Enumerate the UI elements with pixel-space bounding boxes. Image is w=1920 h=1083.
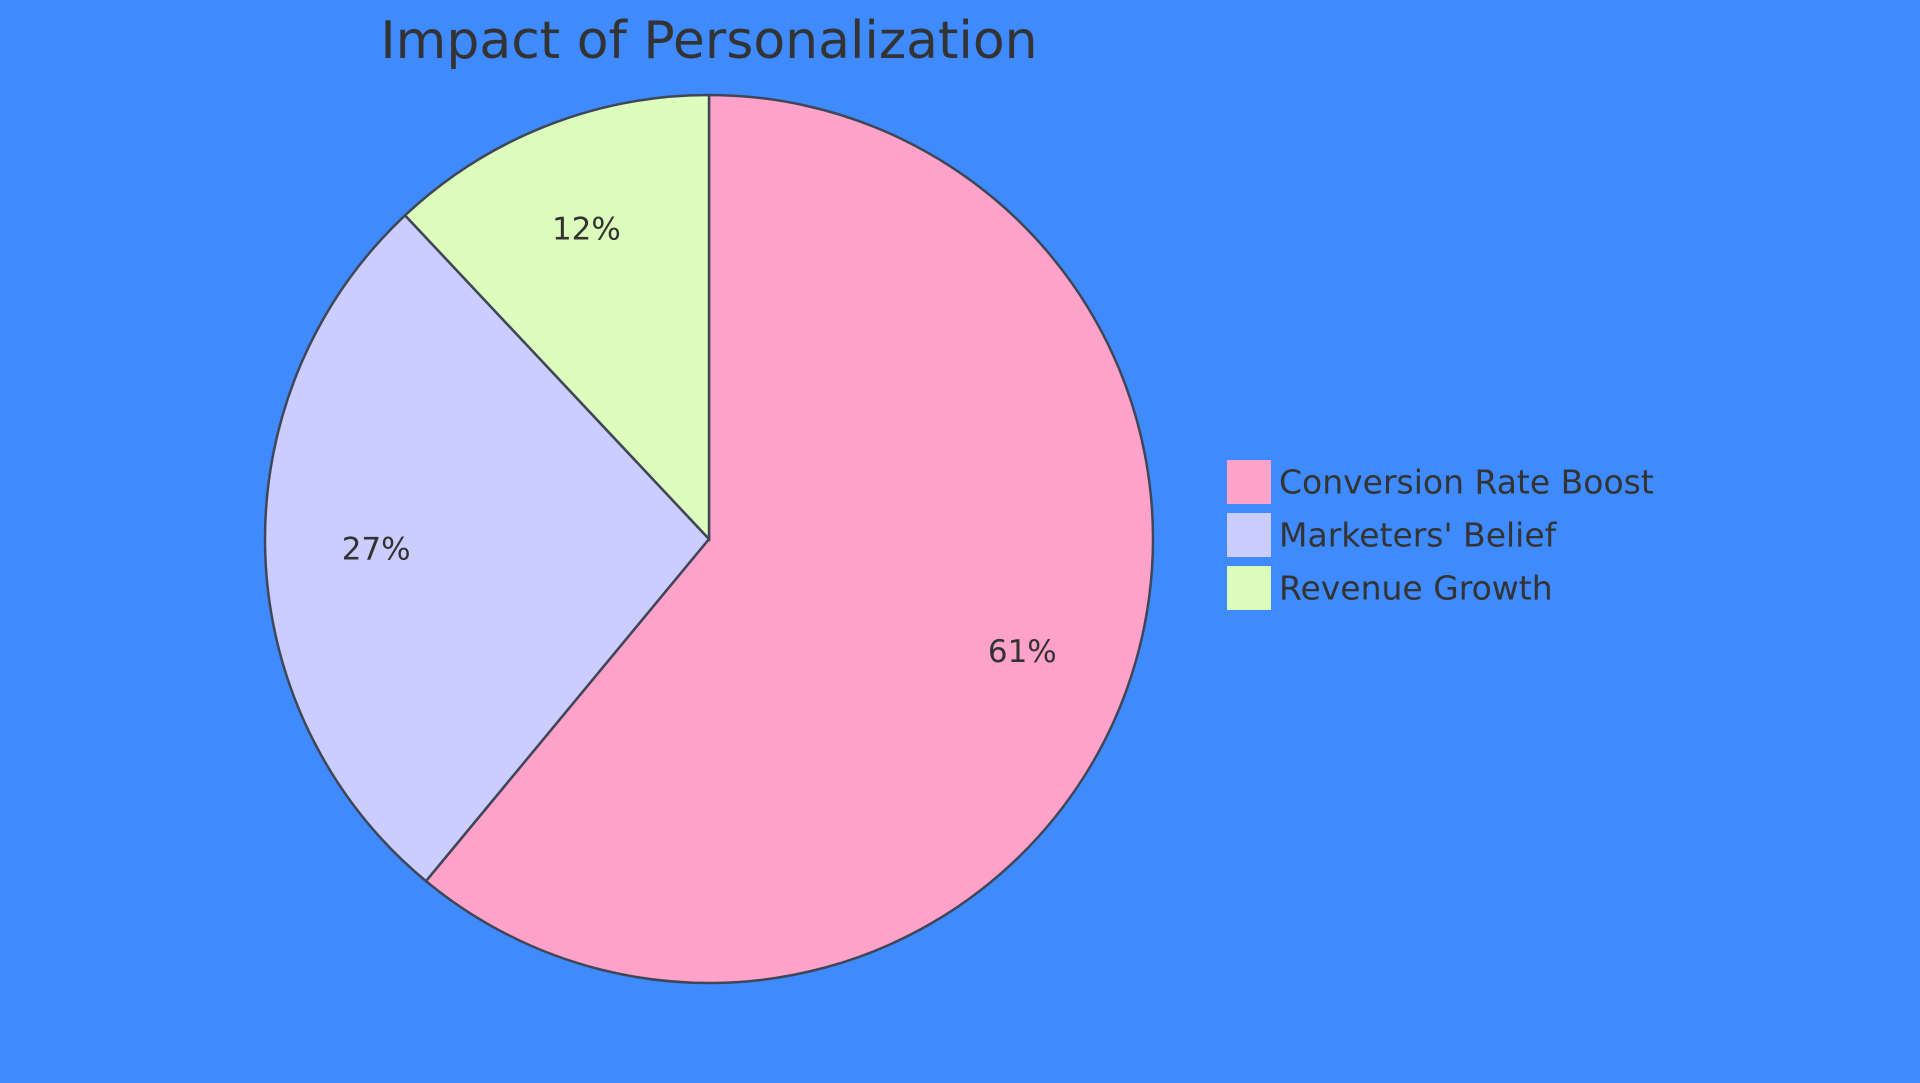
legend-label: Revenue Growth <box>1279 569 1553 608</box>
pie-slices <box>263 93 1155 985</box>
legend-swatch <box>1227 460 1271 504</box>
pie-slice-marketers-belief <box>263 213 711 883</box>
legend-label: Conversion Rate Boost <box>1279 463 1654 502</box>
legend: Conversion Rate Boost Marketers' Belief Re… <box>1227 460 1654 610</box>
legend-swatch <box>1227 513 1271 557</box>
slice-label-marketers-belief: 27% <box>342 531 411 567</box>
legend-item-conversion-rate-boost: Conversion Rate Boost <box>1227 460 1654 504</box>
slice-label-conversion-rate-boost: 61% <box>988 634 1057 670</box>
legend-item-revenue-growth: Revenue Growth <box>1227 566 1553 610</box>
pie-slice-revenue-growth <box>403 93 711 543</box>
slice-label-revenue-growth: 12% <box>552 211 621 247</box>
chart-title: Impact of Personalization <box>380 11 1037 71</box>
legend-item-marketers-belief: Marketers' Belief <box>1227 513 1558 557</box>
pie-slice-labels: 61% 27% 12% <box>342 211 1057 669</box>
pie-slice-conversion-rate-boost <box>424 93 1155 985</box>
legend-label: Marketers' Belief <box>1279 516 1558 555</box>
legend-swatch <box>1227 566 1271 610</box>
